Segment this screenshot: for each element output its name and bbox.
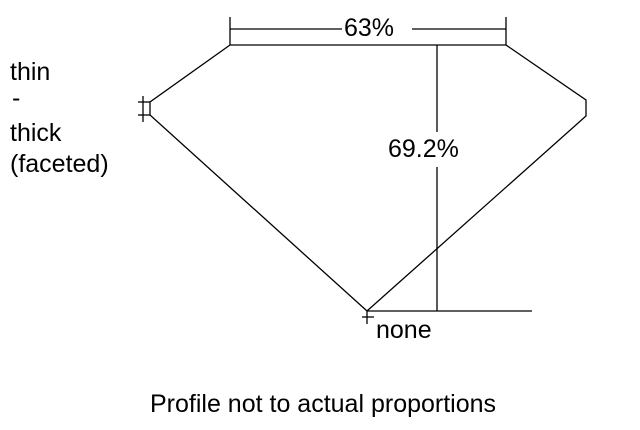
girdle-label-thin: thin [10, 58, 51, 86]
girdle-label-dash: - [12, 84, 21, 112]
girdle-label-faceted: (faceted) [10, 150, 109, 178]
girdle-label-thick: thick [10, 119, 62, 147]
culet-label: none [376, 316, 432, 344]
gem-outline [149, 44, 587, 312]
caption: Profile not to actual proportions [150, 390, 497, 418]
table-percent-label: 63% [344, 14, 395, 42]
depth-percent-label: 69.2% [388, 135, 459, 163]
